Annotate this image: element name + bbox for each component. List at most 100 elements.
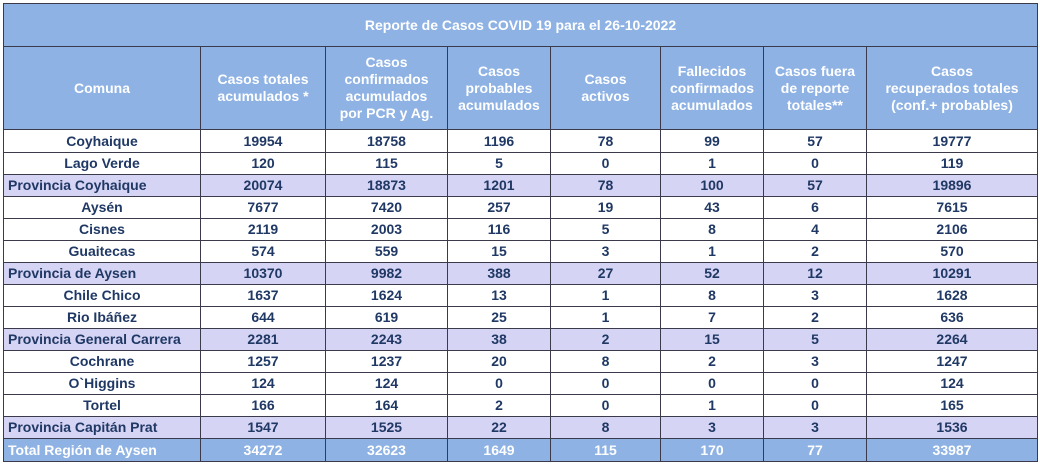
- column-header: Casos activos: [550, 46, 661, 130]
- column-header: Comuna: [3, 46, 201, 130]
- table-cell: 1536: [865, 416, 1039, 439]
- table-cell: 10370: [200, 262, 326, 285]
- table-cell: 1247: [865, 350, 1039, 373]
- table-cell: 1257: [200, 350, 326, 373]
- table-cell: 1: [550, 284, 661, 307]
- table-cell: 2: [660, 350, 764, 373]
- table-cell: 0: [763, 394, 867, 417]
- row-label: Provincia General Carrera: [3, 328, 201, 351]
- row-label: Total Región de Aysen: [3, 438, 201, 462]
- table-cell: 2: [763, 240, 867, 263]
- table-cell: 57: [763, 129, 867, 153]
- table-cell: 100: [660, 174, 764, 197]
- table-row: Aysén 7677 7420 257 19 43 6 7615: [3, 196, 1039, 219]
- provincia-subtotal-row: Provincia Capitán Prat 1547 1525 22 8 3 3 1536: [3, 416, 1039, 439]
- table-row: Lago Verde 120 115 5 0 1 0 119: [3, 152, 1039, 175]
- table-cell: 0: [660, 372, 764, 395]
- table-cell: 20: [447, 350, 551, 373]
- table-cell: 3: [763, 284, 867, 307]
- table-cell: 0: [550, 152, 661, 175]
- row-label: Lago Verde: [3, 152, 201, 175]
- row-label: Provincia de Aysen: [3, 262, 201, 285]
- table-cell: 644: [200, 306, 326, 329]
- table-cell: 7615: [865, 196, 1039, 219]
- table-cell: 2: [447, 394, 551, 417]
- row-label: Coyhaique: [3, 129, 201, 153]
- table-cell: 10291: [865, 262, 1039, 285]
- table-cell: 8: [550, 350, 661, 373]
- table-cell: 32623: [325, 438, 448, 462]
- table-cell: 574: [200, 240, 326, 263]
- table-cell: 19954: [200, 129, 326, 153]
- table-cell: 1: [660, 394, 764, 417]
- table-cell: 8: [660, 218, 764, 241]
- table-cell: 0: [550, 372, 661, 395]
- table-cell: 6: [763, 196, 867, 219]
- table-cell: 15: [660, 328, 764, 351]
- table-cell: 1649: [447, 438, 551, 462]
- table-cell: 1: [660, 152, 764, 175]
- table-cell: 9982: [325, 262, 448, 285]
- table-cell: 8: [550, 416, 661, 439]
- table-cell: 116: [447, 218, 551, 241]
- row-label: Provincia Capitán Prat: [3, 416, 201, 439]
- table-cell: 2106: [865, 218, 1039, 241]
- row-label: Aysén: [3, 196, 201, 219]
- column-header: Casos probables acumulados: [447, 46, 551, 130]
- table-cell: 5: [763, 328, 867, 351]
- table-cell: 2281: [200, 328, 326, 351]
- table-cell: 12: [763, 262, 867, 285]
- table-cell: 2264: [865, 328, 1039, 351]
- table-cell: 0: [763, 372, 867, 395]
- table-cell: 38: [447, 328, 551, 351]
- table-cell: 78: [550, 129, 661, 153]
- table-cell: 3: [550, 240, 661, 263]
- column-header: Casos confirmados acumulados por PCR y A…: [325, 46, 448, 130]
- row-label: Provincia Coyhaique: [3, 174, 201, 197]
- table-cell: 1196: [447, 129, 551, 153]
- row-label: Tortel: [3, 394, 201, 417]
- table-cell: 8: [660, 284, 764, 307]
- table-cell: 19777: [865, 129, 1039, 153]
- table-cell: 0: [447, 372, 551, 395]
- table-cell: 27: [550, 262, 661, 285]
- row-label: Rio Ibáñez: [3, 306, 201, 329]
- table-cell: 115: [325, 152, 448, 175]
- provincia-subtotal-row: Provincia General Carrera 2281 2243 38 2 15 5 2…: [3, 328, 1039, 351]
- table-cell: 1237: [325, 350, 448, 373]
- table-cell: 2119: [200, 218, 326, 241]
- table-cell: 33987: [865, 438, 1039, 462]
- provincia-subtotal-row: Provincia de Aysen 10370 9982 388 27 52 12 1029…: [3, 262, 1039, 285]
- column-header: Casos totales acumulados *: [200, 46, 326, 130]
- table-cell: 1: [550, 306, 661, 329]
- table-cell: 7677: [200, 196, 326, 219]
- table-row: Coyhaique 19954 18758 1196 78 99 57 19777: [3, 129, 1039, 153]
- table-cell: 124: [325, 372, 448, 395]
- row-label: Cochrane: [3, 350, 201, 373]
- table-cell: 124: [200, 372, 326, 395]
- table-cell: 4: [763, 218, 867, 241]
- table-cell: 0: [763, 152, 867, 175]
- table-cell: 15: [447, 240, 551, 263]
- table-cell: 1547: [200, 416, 326, 439]
- table-cell: 78: [550, 174, 661, 197]
- table-cell: 3: [660, 416, 764, 439]
- table-cell: 52: [660, 262, 764, 285]
- table-body: Coyhaique 19954 18758 1196 78 99 57 19777 Lago V…: [3, 129, 1039, 462]
- table-cell: 3: [763, 416, 867, 439]
- table-cell: 19896: [865, 174, 1039, 197]
- table-cell: 25: [447, 306, 551, 329]
- table-row: Rio Ibáñez 644 619 25 1 7 2 636: [3, 306, 1039, 329]
- table-cell: 1525: [325, 416, 448, 439]
- report-title: Reporte de Casos COVID 19 para el 26-10-…: [2, 3, 1039, 47]
- table-cell: 99: [660, 129, 764, 153]
- table-row: Cisnes 2119 2003 116 5 8 4 2106: [3, 218, 1039, 241]
- table-cell: 166: [200, 394, 326, 417]
- table-cell: 165: [865, 394, 1039, 417]
- table-cell: 388: [447, 262, 551, 285]
- table-cell: 5: [550, 218, 661, 241]
- table-cell: 119: [865, 152, 1039, 175]
- table-cell: 19: [550, 196, 661, 219]
- table-cell: 3: [763, 350, 867, 373]
- table-cell: 1637: [200, 284, 326, 307]
